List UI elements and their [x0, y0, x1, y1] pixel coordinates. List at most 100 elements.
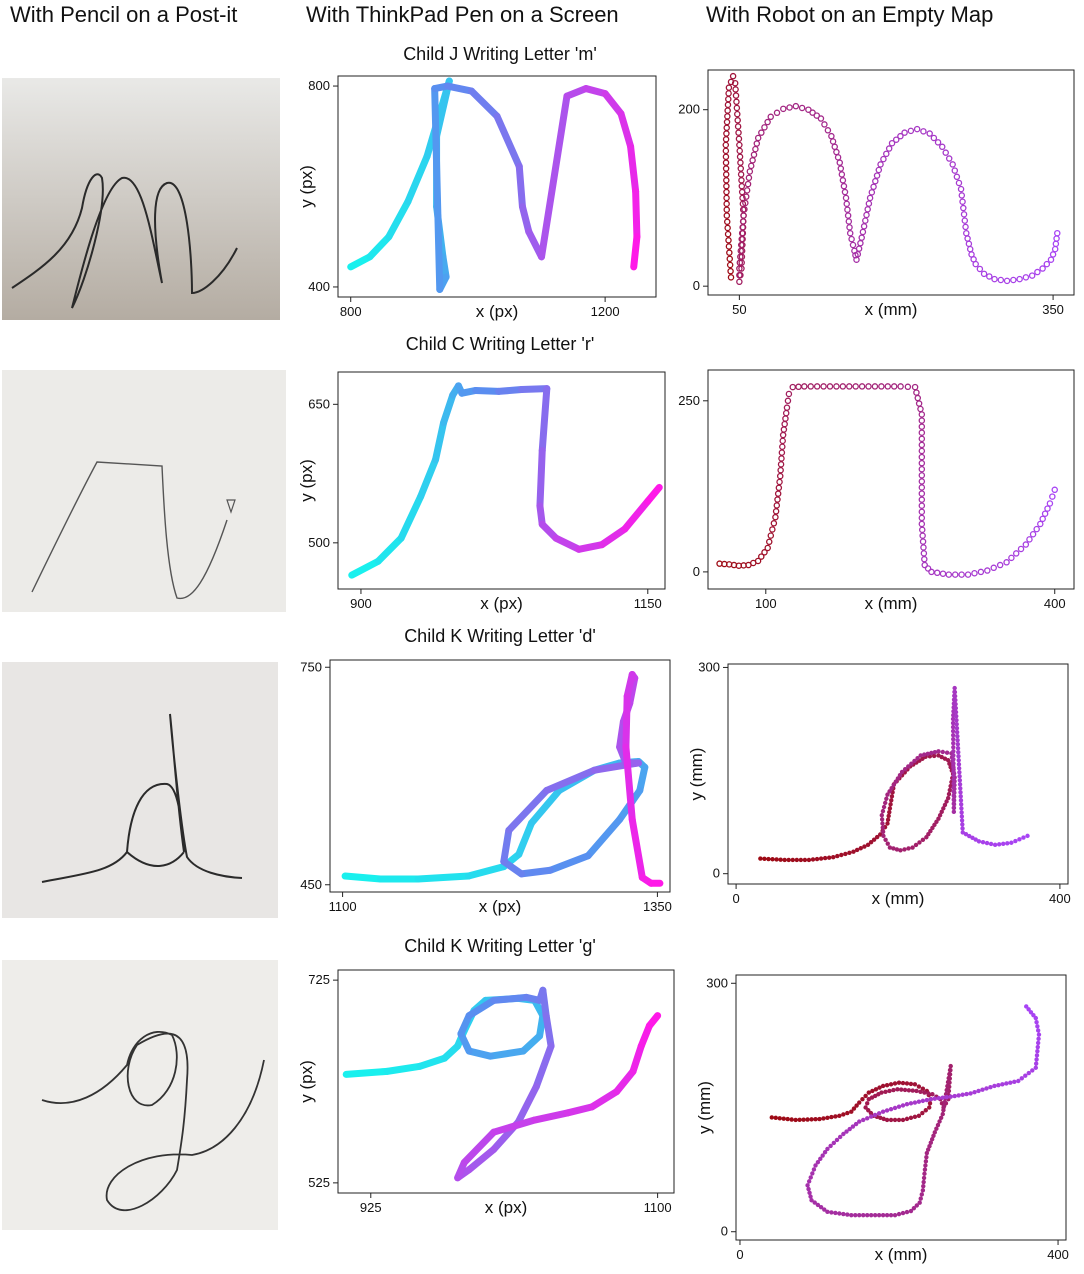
robot-point [940, 1111, 945, 1117]
robot-point [951, 769, 956, 774]
robot-point [954, 725, 960, 731]
x-tick-label: 400 [1044, 596, 1066, 611]
robot-point [921, 1175, 927, 1181]
robot-point [996, 1082, 1001, 1088]
robot-point [767, 113, 774, 121]
robot-point [976, 839, 982, 844]
robot-point [944, 1095, 949, 1100]
y-tick-label: 725 [308, 972, 330, 987]
robot-point [810, 857, 816, 862]
robot-point [725, 237, 732, 244]
robot-point [973, 837, 978, 842]
robot-point [952, 1093, 957, 1099]
robot-point [868, 1212, 874, 1218]
robot-point [1021, 835, 1026, 840]
robot-point [881, 1116, 886, 1122]
robot-point [951, 797, 956, 802]
pen-trajectory-segment [542, 1012, 555, 1050]
robot-point [1005, 841, 1010, 846]
robot-point [777, 461, 785, 468]
robot-point [947, 787, 953, 793]
robot-point [914, 1088, 919, 1094]
robot-point [1001, 841, 1006, 846]
robot-point [861, 1212, 866, 1218]
robot-point [879, 813, 885, 818]
robot-point [929, 1137, 935, 1142]
robot-point [785, 1116, 790, 1122]
pen-trajectory-segment [342, 1067, 391, 1078]
photo-pencil-d [2, 662, 278, 918]
plot-frame [337, 371, 666, 590]
robot-point [976, 1088, 981, 1094]
robot-point [774, 496, 781, 503]
robot-point [892, 1105, 898, 1111]
robot-point [888, 1106, 894, 1112]
robot-point [956, 754, 961, 759]
robot-point [928, 1097, 934, 1102]
robot-point [900, 1080, 906, 1086]
pen-trajectory-segment [613, 1067, 637, 1096]
robot-point [880, 1083, 886, 1089]
robot-point [723, 206, 730, 213]
robot-point [921, 561, 928, 569]
robot-point [889, 785, 894, 791]
column-title-robot: With Robot on an Empty Map [706, 2, 994, 27]
robot-point [955, 733, 960, 739]
robot-point [887, 845, 893, 850]
robot-point [742, 193, 750, 200]
y-axis-label: y (px) [297, 459, 316, 502]
robot-point [809, 1198, 814, 1203]
pen-trajectory-segment [584, 816, 624, 860]
x-axis-label: x (mm) [875, 1245, 928, 1264]
robot-point [980, 840, 986, 845]
robot-point [880, 821, 885, 826]
robot-point [738, 177, 745, 184]
robot-point [879, 1090, 884, 1095]
pen-trajectory-segment [636, 763, 649, 794]
robot-point [806, 857, 812, 863]
robot-point [888, 1117, 894, 1123]
robot-point [789, 1117, 794, 1122]
pen-trajectory-segment [645, 1012, 662, 1030]
robot-point [951, 753, 956, 758]
pen-trajectory-segment [460, 1128, 498, 1167]
robot-point [873, 172, 881, 179]
robot-point [822, 855, 828, 861]
pen-trajectory-segment [563, 1103, 596, 1117]
pen-trajectory-segment [486, 1047, 527, 1060]
robot-point [737, 241, 745, 249]
pen-trajectory-segment [632, 188, 641, 241]
robot-point [921, 1183, 926, 1189]
robot-point [961, 217, 969, 224]
row-title-r: Child C Writing Letter 'r' [405, 334, 595, 354]
robot-point [900, 1117, 906, 1123]
robot-point [811, 1167, 817, 1172]
x-tick-label: 50 [732, 302, 746, 317]
x-axis-label: x (mm) [872, 889, 925, 908]
robot-point [918, 465, 926, 473]
robot-point [900, 1210, 906, 1216]
robot-point [891, 846, 896, 851]
robot-point [957, 774, 962, 779]
robot-point [887, 789, 892, 794]
y-tick-label: 650 [308, 396, 330, 411]
robot-point [957, 778, 963, 783]
robot-point [831, 1140, 837, 1146]
robot-point [808, 1175, 813, 1180]
pen-trajectory-segment [630, 233, 641, 271]
robot-point [881, 804, 887, 810]
robot-point [813, 1163, 818, 1168]
robot-point [918, 429, 926, 436]
robot-point [766, 538, 773, 546]
robot-point [866, 1108, 871, 1113]
robot-point [734, 117, 741, 124]
x-tick-label: 400 [1049, 891, 1071, 906]
robot-point [895, 1087, 900, 1092]
robot-point [954, 717, 959, 723]
robot-point [900, 1103, 906, 1108]
robot-point [810, 1171, 815, 1176]
robot-point [1033, 1065, 1038, 1070]
robot-point [953, 705, 958, 711]
robot-point [955, 179, 963, 187]
robot-point [877, 161, 884, 168]
